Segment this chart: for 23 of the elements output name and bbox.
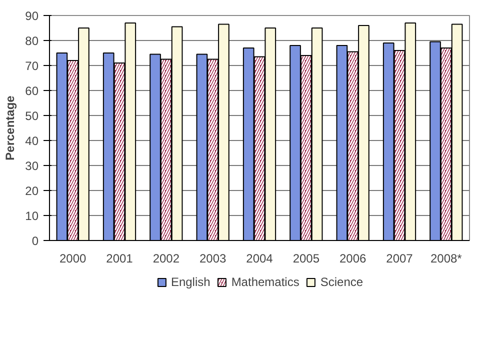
x-tick-label: 2000 bbox=[59, 252, 87, 266]
x-tick-label: 2007 bbox=[386, 252, 414, 266]
y-tick-label: 40 bbox=[25, 134, 39, 148]
y-tick-label: 90 bbox=[25, 9, 39, 23]
x-tick-label: 2004 bbox=[246, 252, 274, 266]
y-tick-label: 50 bbox=[25, 109, 39, 123]
legend-label: English bbox=[170, 275, 210, 289]
x-tick-label: 2001 bbox=[106, 252, 134, 266]
x-tick-label: 2003 bbox=[199, 252, 227, 266]
y-tick-label: 60 bbox=[25, 84, 39, 98]
y-tick-label: 10 bbox=[25, 209, 39, 223]
x-tick-label: 2006 bbox=[339, 252, 367, 266]
x-tick-label: 2005 bbox=[292, 252, 320, 266]
y-tick-label: 0 bbox=[32, 234, 39, 248]
x-tick-label: 2002 bbox=[152, 252, 180, 266]
y-axis-title: Percentage bbox=[3, 95, 18, 160]
y-tick-label: 70 bbox=[25, 59, 39, 73]
legend-label: Mathematics bbox=[231, 275, 300, 289]
legend-label: Science bbox=[320, 275, 364, 289]
y-tick-label: 30 bbox=[25, 159, 39, 173]
x-tick-label: 2008* bbox=[430, 252, 462, 266]
y-tick-label: 20 bbox=[25, 184, 39, 198]
y-tick-label: 80 bbox=[25, 34, 39, 48]
